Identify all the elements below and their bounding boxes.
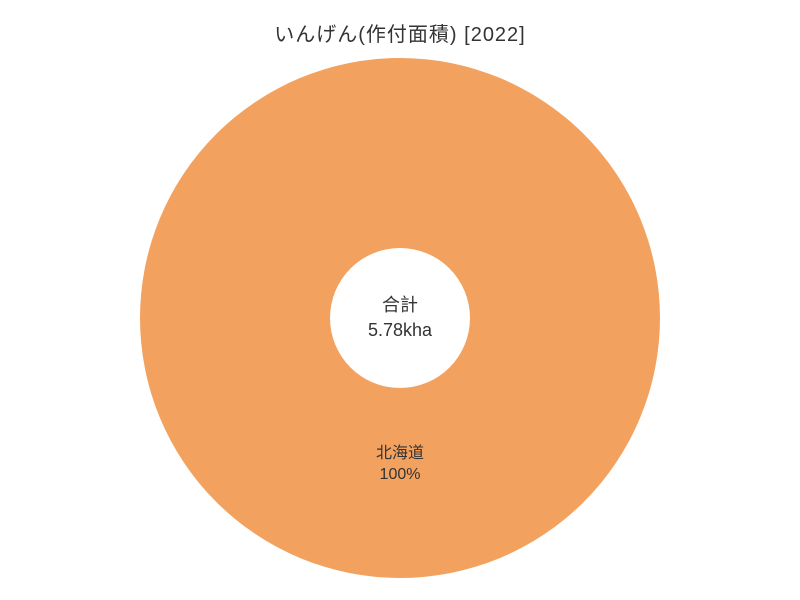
slice-percent: 100% [376,464,424,486]
donut-center: 合計 5.78kha [330,248,470,388]
center-label: 合計 [382,293,418,318]
center-value: 5.78kha [368,318,432,343]
donut-chart: 合計 5.78kha 北海道 100% [140,58,660,578]
slice-name: 北海道 [376,443,424,465]
chart-title: いんげん(作付面積) [2022] [274,18,525,47]
slice-label: 北海道 100% [376,443,424,486]
